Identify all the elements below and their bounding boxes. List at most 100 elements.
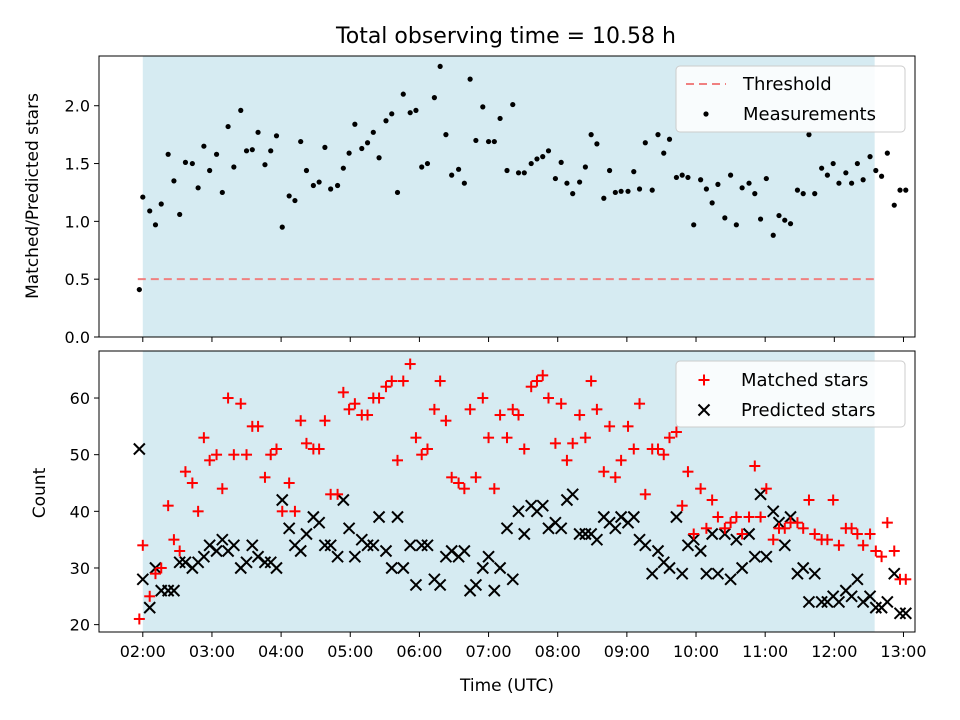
predicted-point-b [493,561,507,575]
matched-point [730,511,742,523]
measurement-point [225,123,231,130]
predicted-point-b [348,550,362,563]
predicted-point [845,590,858,603]
measurement-point [455,166,462,172]
predicted-point [742,527,756,541]
predicted-point [149,561,162,575]
predicted-point [216,533,229,546]
predicted-point-b [888,567,901,580]
measurement-point [292,197,298,204]
matched-point [192,505,204,517]
matched-point [652,443,664,455]
x-tick-label: 02:00 [120,642,166,661]
matched-point [736,528,748,540]
predicted-point [136,573,150,586]
predicted-point [778,539,791,552]
predicted-point [348,550,362,563]
matched-point [639,488,651,500]
predicted-point [488,584,501,597]
predicted-point [735,561,749,575]
predicted-point [173,556,186,569]
matched-point [349,398,361,410]
matched-point [222,392,234,404]
predicted-point-b [312,516,326,529]
predicted-point-b [772,516,786,529]
x-tick-label: 11:00 [742,642,788,661]
y-tick-label: 0.0 [65,328,90,347]
measurement-point [346,150,352,156]
matched-point [421,443,433,455]
measurement-point [606,167,613,174]
predicted-point-b [808,567,821,580]
measurement-point [642,140,648,146]
measurement-point [545,148,552,154]
predicted-point [748,550,762,563]
measurement-point [328,186,334,192]
y-tick-label: 2.0 [65,97,90,116]
predicted-point [409,578,423,592]
predicted-point [832,595,846,609]
predicted-point-b [179,556,192,569]
x-tick-label: 08:00 [535,642,581,661]
predicted-point-b [802,595,816,609]
measurement-point [400,91,406,97]
bottom-legend: Matched stars Predicted stars [675,360,906,428]
matched-point [579,432,591,444]
x-tick-label: 03:00 [189,642,235,661]
measurement-point [195,185,201,191]
predicted-point-b [488,584,501,597]
y-tick-label: 1.0 [65,212,90,231]
measurement-point [279,224,285,230]
measurement-point [703,186,709,192]
measurement-point [867,154,873,160]
matched-point [507,403,519,415]
predicted-point-b [796,561,810,575]
measurement-point [570,191,576,197]
chart-title: Total observing time = 10.58 h [335,24,676,49]
predicted-point [590,533,604,546]
x-tick-label: 13:00 [880,642,926,661]
measurement-point [794,187,801,193]
measurement-point [824,172,831,178]
matched-point [252,420,264,432]
x-tick-label: 07:00 [466,642,512,661]
matched-point [549,437,561,449]
legend-matched-label: Matched stars [741,370,868,391]
bottom-panel: 20 30 40 50 60 02:00 03:00 04:00 05:00 06:00 07:0… [30,350,927,696]
measurement-point [812,191,818,197]
matched-point [531,375,543,387]
matched-point [404,358,416,370]
predicted-point-b [584,527,598,541]
predicted-point-b [433,578,447,592]
predicted-point-b [294,544,307,558]
matched-stars-series [133,358,912,625]
matched-point [149,568,161,580]
predicted-point-b [767,505,780,518]
predicted-point-b [318,539,332,552]
predicted-point [869,601,883,614]
measurement-point [649,187,655,193]
measurement-point [298,138,304,145]
predicted-point-b [845,590,858,603]
predicted-point [512,505,525,518]
predicted-point-b [826,590,840,603]
matched-point [664,432,676,444]
matched-point [179,466,191,478]
matched-point [211,449,223,461]
predicted-point [385,561,398,575]
predicted-point-b [869,601,883,614]
measurement-point [897,187,903,193]
predicted-point-b [651,544,665,558]
predicted-point [536,499,549,512]
predicted-point-b [705,527,719,541]
predicted-point-b [663,561,676,575]
predicted-point [863,590,877,603]
measurement-point [515,170,522,176]
predicted-point [881,595,894,609]
predicted-point [808,567,821,580]
predicted-point [718,527,732,541]
measurement-point [655,132,661,138]
measurement-point [424,160,431,167]
matched-point [827,494,839,506]
measurement-point [316,179,322,185]
